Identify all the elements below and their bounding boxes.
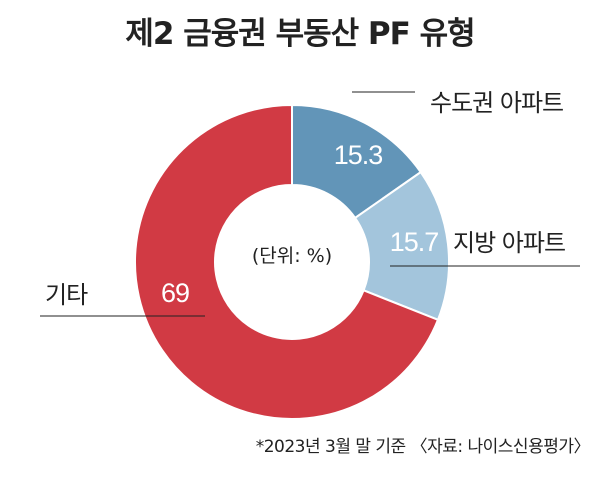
slice-2 [134, 103, 440, 420]
labels-group: 15.3 수도권 아파트 15.7 지방 아파트 69 기타 [45, 89, 566, 309]
footnote: *2023년 3월 말 기준 〈자료: 나이스신용평가〉 [255, 437, 591, 457]
slices-group [134, 103, 450, 420]
category-label-2: 기타 [45, 281, 88, 309]
chart-title: 제2 금융권 부동산 PF 유형 [125, 16, 475, 52]
category-label-1: 지방 아파트 [453, 229, 565, 257]
value-label-2: 69 [161, 278, 189, 308]
category-label-0: 수도권 아파트 [430, 89, 563, 117]
value-label-0: 15.3 [334, 140, 383, 170]
unit-label: (단위: %) [252, 245, 332, 267]
leader-lines [40, 91, 580, 317]
value-label-1: 15.7 [390, 227, 439, 257]
